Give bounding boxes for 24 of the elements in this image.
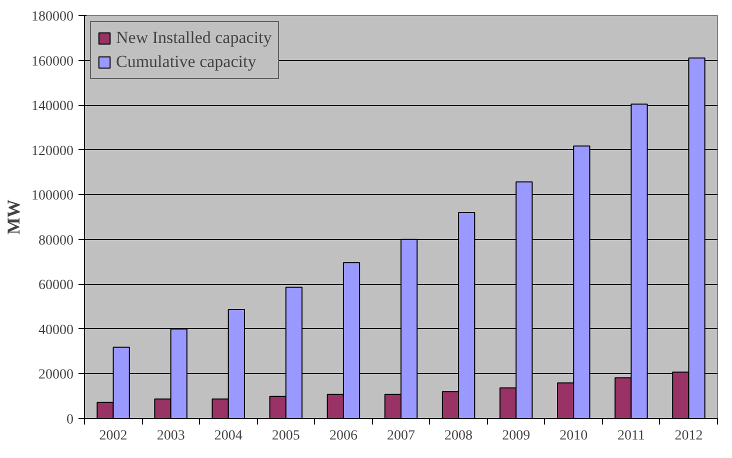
- legend-label: Cumulative capacity: [116, 52, 256, 72]
- y-tick-label: 40000: [38, 322, 74, 338]
- x-tick-label: 2005: [272, 428, 300, 444]
- x-tick-label: 2002: [99, 428, 128, 444]
- y-axis-title: MW: [4, 199, 24, 234]
- x-tick-label: 2008: [444, 428, 473, 444]
- x-tick-label: 2010: [560, 428, 588, 444]
- x-tick-label: 2004: [214, 428, 242, 444]
- y-tick-label: 100000: [32, 188, 74, 204]
- x-tick-label: 2007: [387, 428, 415, 444]
- y-tick-label: 120000: [32, 144, 74, 159]
- legend-label: New Installed capacity: [116, 28, 272, 48]
- y-tick-label: 160000: [32, 54, 74, 70]
- y-tick-label: 80000: [38, 233, 74, 248]
- y-tick-label: 20000: [38, 368, 74, 383]
- x-tick-label: 2009: [502, 428, 530, 444]
- y-tick-label: 140000: [32, 99, 74, 114]
- x-tick-label: 2011: [617, 428, 645, 444]
- y-tick-label: 180000: [32, 10, 74, 24]
- y-tick-label: 60000: [38, 278, 74, 294]
- x-tick-label: 2012: [674, 428, 703, 444]
- y-tick-label: 0: [66, 412, 74, 428]
- x-tick-label: 2006: [329, 428, 358, 444]
- x-tick-label: 2003: [156, 428, 185, 444]
